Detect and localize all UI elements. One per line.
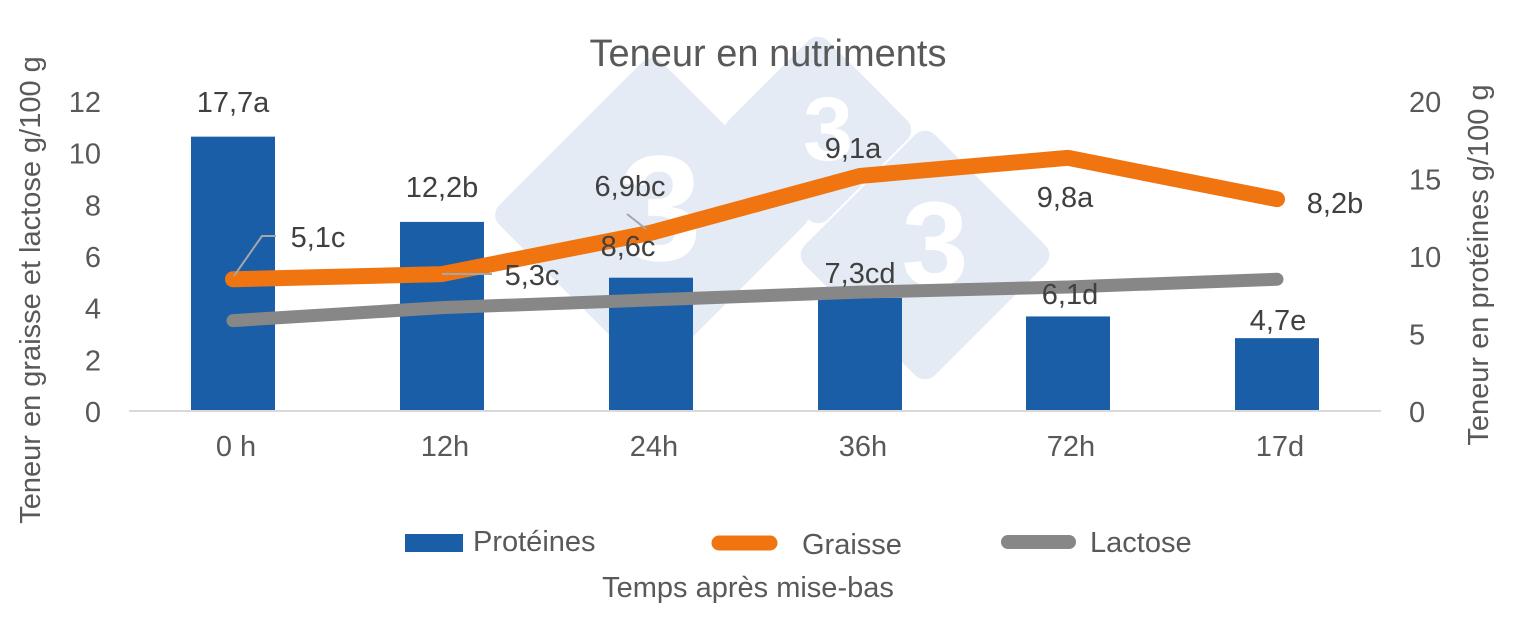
x-tick: 0 h bbox=[216, 431, 256, 463]
x-tick: 12h bbox=[421, 431, 469, 463]
legend-item-graisse[interactable]: Graisse bbox=[711, 529, 902, 561]
fat-data-label: 9,1a bbox=[825, 133, 882, 165]
line-series bbox=[225, 149, 1285, 328]
x-axis-label: Temps après mise-bas bbox=[602, 572, 894, 604]
bar-data-label: 7,3cd bbox=[825, 258, 896, 290]
bar-17d bbox=[1235, 338, 1319, 411]
y-tick-left: 2 bbox=[85, 345, 101, 377]
y-tick-left: 0 bbox=[85, 397, 101, 429]
y-tick-right: 15 bbox=[1409, 165, 1441, 197]
fat-data-label: 5,1c bbox=[291, 222, 346, 254]
y-tick-right: 5 bbox=[1409, 320, 1425, 352]
legend-item-lactose[interactable]: Lactose bbox=[1001, 527, 1192, 559]
y-axis-right-ticks: 0 5 10 15 20 bbox=[1409, 87, 1441, 429]
y-tick-left: 6 bbox=[85, 242, 101, 274]
legend-label-proteines: Protéines bbox=[473, 526, 596, 558]
y-tick-left: 12 bbox=[69, 87, 101, 119]
bar-data-label: 12,2b bbox=[406, 172, 479, 204]
bar-72h bbox=[1026, 316, 1110, 411]
legend: Protéines Graisse Lactose bbox=[405, 526, 1192, 561]
legend-item-proteines[interactable]: Protéines bbox=[405, 526, 596, 558]
x-tick: 72h bbox=[1047, 431, 1095, 463]
fat-data-label: 6,9bc bbox=[595, 171, 666, 203]
fat-data-label: 9,8a bbox=[1037, 182, 1094, 214]
legend-label-lactose: Lactose bbox=[1090, 527, 1192, 559]
bar-data-label: 4,7e bbox=[1250, 305, 1306, 337]
bar-12h bbox=[400, 221, 484, 411]
data-labels: 17,7a 12,2b 8,6c 7,3cd 6,1d 4,7e 5,1c 5,3c 6,9bc… bbox=[197, 87, 1364, 337]
y-tick-left: 10 bbox=[69, 139, 101, 171]
watermark-digit: 3 bbox=[618, 124, 701, 292]
x-axis-ticks: 0 h 12h 24h 36h 72h 17d bbox=[216, 431, 1304, 463]
bar-data-label: 17,7a bbox=[197, 87, 270, 119]
x-tick: 17d bbox=[1256, 431, 1304, 463]
bar-data-label: 8,6c bbox=[601, 231, 656, 263]
leader-line bbox=[233, 235, 276, 277]
x-tick: 24h bbox=[630, 431, 678, 463]
y-tick-left: 4 bbox=[85, 294, 101, 326]
bar-36h bbox=[818, 297, 902, 411]
legend-label-graisse: Graisse bbox=[802, 529, 902, 561]
x-tick: 36h bbox=[839, 431, 887, 463]
y-axis-left-ticks: 0 2 4 6 8 10 12 bbox=[69, 87, 101, 429]
fat-data-label: 8,2b bbox=[1307, 188, 1363, 220]
y-tick-right: 20 bbox=[1409, 87, 1441, 119]
y-tick-right: 10 bbox=[1409, 242, 1441, 274]
y-axis-left-label: Teneur en graisse et lactose g/100 g bbox=[15, 56, 47, 524]
bar-data-label: 6,1d bbox=[1042, 279, 1098, 311]
y-axis-right-label: Teneur en protéines g/100 g bbox=[1463, 84, 1495, 445]
legend-swatch-proteines bbox=[405, 534, 463, 552]
leader-line bbox=[626, 213, 647, 230]
line-graisse bbox=[225, 149, 1285, 288]
chart-title: Teneur en nutriments bbox=[590, 33, 947, 75]
watermark-digit: 3 bbox=[803, 80, 853, 180]
y-tick-right: 0 bbox=[1409, 397, 1425, 429]
fat-data-label: 5,3c bbox=[505, 260, 560, 292]
y-tick-left: 8 bbox=[85, 190, 101, 222]
line-lactose bbox=[226, 272, 1284, 328]
